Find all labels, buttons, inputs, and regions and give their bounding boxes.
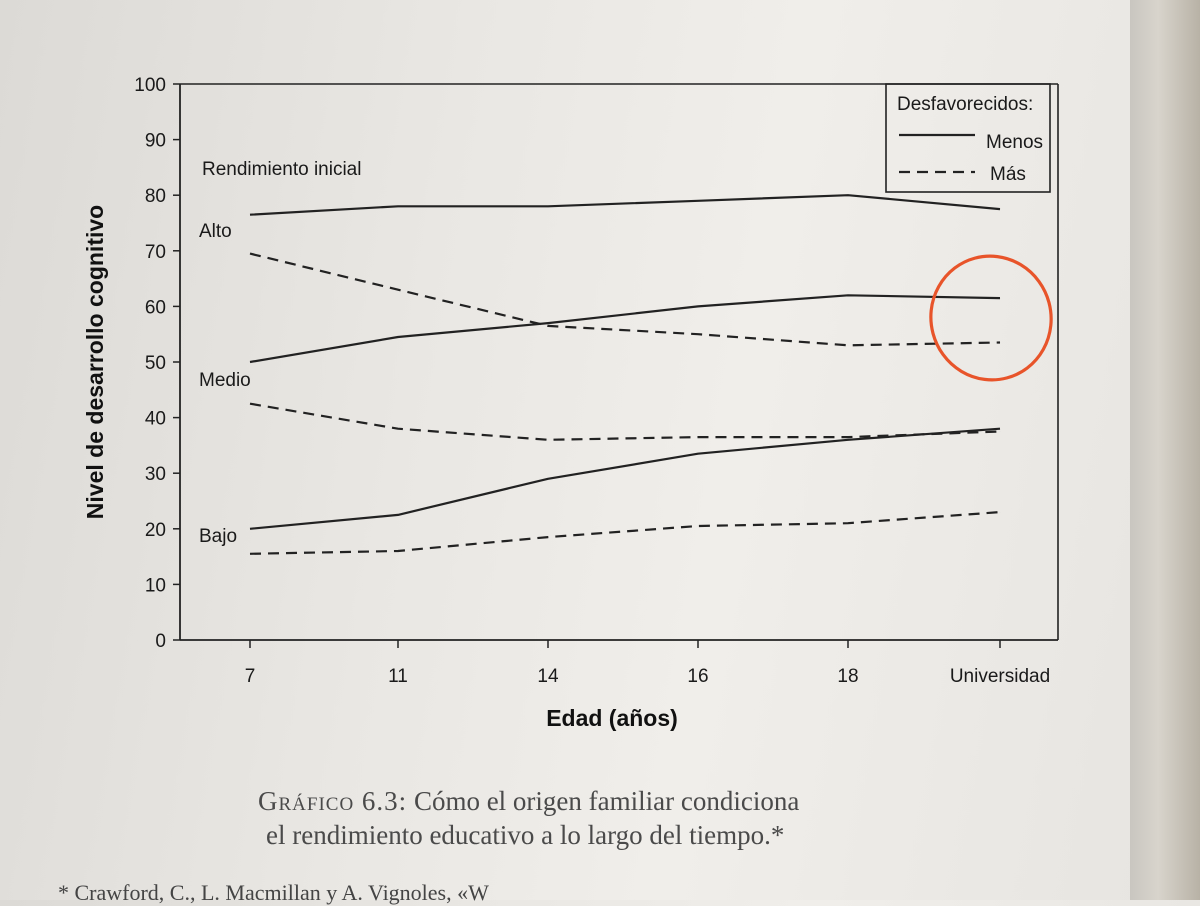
y-tick-label: 10	[145, 575, 166, 596]
series-line-bajo-solid	[250, 429, 1000, 529]
series-line-alto-dashed	[250, 254, 1000, 346]
x-tick-label: 7	[245, 666, 256, 687]
y-tick-label: 30	[145, 464, 166, 485]
legend: Desfavorecidos: Menos Más	[886, 84, 1050, 192]
y-tick-label: 20	[145, 520, 166, 541]
y-tick-label: 60	[145, 297, 166, 318]
caption-label: Gráfico 6.3:	[258, 786, 407, 816]
x-tick-label: 11	[388, 666, 408, 687]
figure-caption: Gráfico 6.3: Cómo el origen familiar con…	[258, 784, 978, 852]
annotation-alto: Alto	[199, 221, 232, 242]
y-tick-label: 40	[145, 409, 166, 430]
y-tick-label: 50	[145, 353, 166, 374]
legend-label-mas: Más	[990, 164, 1026, 185]
y-axis-title: Nivel de desarrollo cognitivo	[82, 205, 108, 519]
x-axis-title: Edad (años)	[546, 705, 678, 731]
series-line-medio-solid	[250, 295, 1000, 362]
annotation-bajo: Bajo	[199, 526, 237, 547]
annotation-header: Rendimiento inicial	[202, 159, 361, 180]
y-tick-label: 70	[145, 242, 166, 263]
y-tick-label: 0	[155, 631, 166, 652]
x-tick-label: Universidad	[950, 666, 1050, 687]
y-tick-label: 100	[134, 75, 166, 96]
series-lines	[250, 195, 1000, 554]
caption-line2: el rendimiento educativo a lo largo del …	[258, 818, 978, 852]
y-tick-label: 80	[145, 186, 166, 207]
legend-label-menos: Menos	[986, 132, 1043, 153]
y-tick-label: 90	[145, 131, 166, 152]
x-tick-label: 18	[837, 666, 858, 687]
caption-line1: Cómo el origen familiar condiciona	[407, 786, 799, 816]
x-axis-ticks: 7 11 14 16 18 Universidad	[245, 640, 1050, 687]
series-line-medio-dashed	[250, 404, 1000, 440]
x-tick-label: 16	[687, 666, 708, 687]
footnote: * Crawford, C., L. Macmillan y A. Vignol…	[58, 880, 489, 906]
annotation-medio: Medio	[199, 370, 251, 391]
legend-title: Desfavorecidos:	[897, 94, 1033, 115]
hand-drawn-circle	[917, 243, 1065, 394]
x-tick-label: 14	[537, 666, 559, 687]
series-line-alto-solid	[250, 195, 1000, 215]
y-axis-ticks: 0 10 20 30 40 50 60 70 80 90 100	[134, 75, 180, 652]
